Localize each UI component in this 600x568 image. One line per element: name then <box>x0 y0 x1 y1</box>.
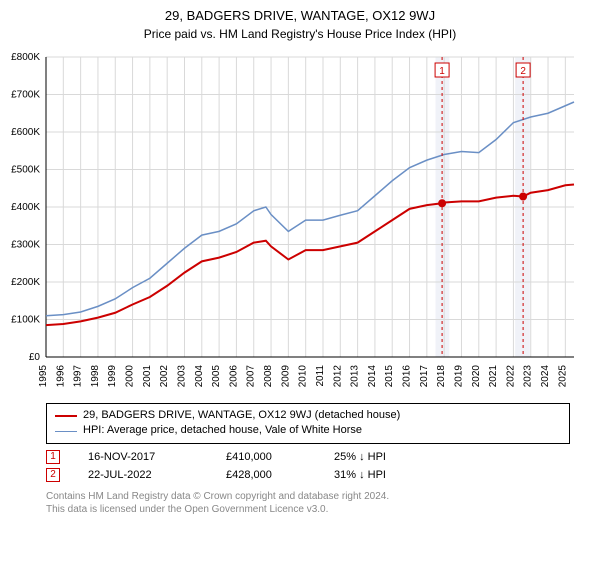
svg-text:1999: 1999 <box>107 365 118 388</box>
sale-marker-icon: 2 <box>46 468 60 482</box>
svg-text:2025: 2025 <box>557 365 568 388</box>
legend-item-property: 29, BADGERS DRIVE, WANTAGE, OX12 9WJ (de… <box>55 408 561 423</box>
svg-text:£500K: £500K <box>11 165 40 176</box>
svg-text:£0: £0 <box>29 352 41 363</box>
sale-pct: 25% ↓ HPI <box>334 451 434 463</box>
svg-text:2000: 2000 <box>125 365 136 388</box>
footer-line: Contains HM Land Registry data © Crown c… <box>46 490 570 503</box>
svg-text:1996: 1996 <box>55 365 66 388</box>
svg-text:2023: 2023 <box>523 365 534 388</box>
line-chart: £0 £100K £200K £300K £400K £500K £600K £700K £80… <box>0 47 600 397</box>
sale-marker-icon: 1 <box>46 450 60 464</box>
sale-price: £428,000 <box>226 469 306 481</box>
svg-text:2024: 2024 <box>540 365 551 388</box>
svg-text:2013: 2013 <box>350 365 361 388</box>
svg-text:2016: 2016 <box>402 365 413 388</box>
svg-text:2018: 2018 <box>436 365 447 388</box>
svg-text:1995: 1995 <box>38 365 49 388</box>
legend: 29, BADGERS DRIVE, WANTAGE, OX12 9WJ (de… <box>46 403 570 444</box>
svg-text:2: 2 <box>520 66 526 77</box>
legend-item-hpi: HPI: Average price, detached house, Vale… <box>55 423 561 438</box>
svg-text:2015: 2015 <box>384 365 395 388</box>
svg-text:2008: 2008 <box>263 365 274 388</box>
sale-date: 22-JUL-2022 <box>88 469 198 481</box>
footer-line: This data is licensed under the Open Gov… <box>46 503 570 516</box>
svg-text:1: 1 <box>439 66 445 77</box>
legend-label: HPI: Average price, detached house, Vale… <box>83 423 362 438</box>
legend-label: 29, BADGERS DRIVE, WANTAGE, OX12 9WJ (de… <box>83 408 400 423</box>
svg-text:2014: 2014 <box>367 365 378 388</box>
sale-pct: 31% ↓ HPI <box>334 469 434 481</box>
page-subtitle: Price paid vs. HM Land Registry's House … <box>0 27 600 41</box>
svg-text:2002: 2002 <box>159 365 170 388</box>
svg-text:2011: 2011 <box>315 365 326 387</box>
svg-text:£400K: £400K <box>11 202 40 213</box>
svg-text:2007: 2007 <box>246 365 257 388</box>
sale-price: £410,000 <box>226 451 306 463</box>
svg-text:2010: 2010 <box>298 365 309 388</box>
svg-text:2001: 2001 <box>142 365 153 388</box>
svg-text:2003: 2003 <box>176 365 187 388</box>
svg-text:2005: 2005 <box>211 365 222 388</box>
svg-text:2022: 2022 <box>505 365 516 388</box>
svg-text:2021: 2021 <box>488 365 499 388</box>
svg-text:2019: 2019 <box>453 365 464 388</box>
footer-attribution: Contains HM Land Registry data © Crown c… <box>46 490 570 516</box>
svg-text:2009: 2009 <box>280 365 291 388</box>
sales-table: 1 16-NOV-2017 £410,000 25% ↓ HPI 2 22-JU… <box>46 448 570 484</box>
legend-swatch <box>55 415 77 417</box>
svg-text:£200K: £200K <box>11 277 40 288</box>
table-row: 1 16-NOV-2017 £410,000 25% ↓ HPI <box>46 448 570 466</box>
svg-text:£600K: £600K <box>11 127 40 138</box>
legend-swatch <box>55 431 77 432</box>
sale-date: 16-NOV-2017 <box>88 451 198 463</box>
chart-container: 29, BADGERS DRIVE, WANTAGE, OX12 9WJ Pri… <box>0 8 600 516</box>
svg-text:£100K: £100K <box>11 315 40 326</box>
table-row: 2 22-JUL-2022 £428,000 31% ↓ HPI <box>46 466 570 484</box>
svg-text:2017: 2017 <box>419 365 430 388</box>
svg-text:2012: 2012 <box>332 365 343 388</box>
svg-text:1997: 1997 <box>73 365 84 388</box>
chart-area: £0 £100K £200K £300K £400K £500K £600K £700K £80… <box>0 47 600 397</box>
svg-text:1998: 1998 <box>90 365 101 388</box>
svg-text:2004: 2004 <box>194 365 205 388</box>
page-title: 29, BADGERS DRIVE, WANTAGE, OX12 9WJ <box>0 8 600 23</box>
svg-text:2020: 2020 <box>471 365 482 388</box>
svg-text:2006: 2006 <box>228 365 239 388</box>
svg-text:£800K: £800K <box>11 52 40 63</box>
svg-text:£300K: £300K <box>11 240 40 251</box>
svg-text:£700K: £700K <box>11 90 40 101</box>
